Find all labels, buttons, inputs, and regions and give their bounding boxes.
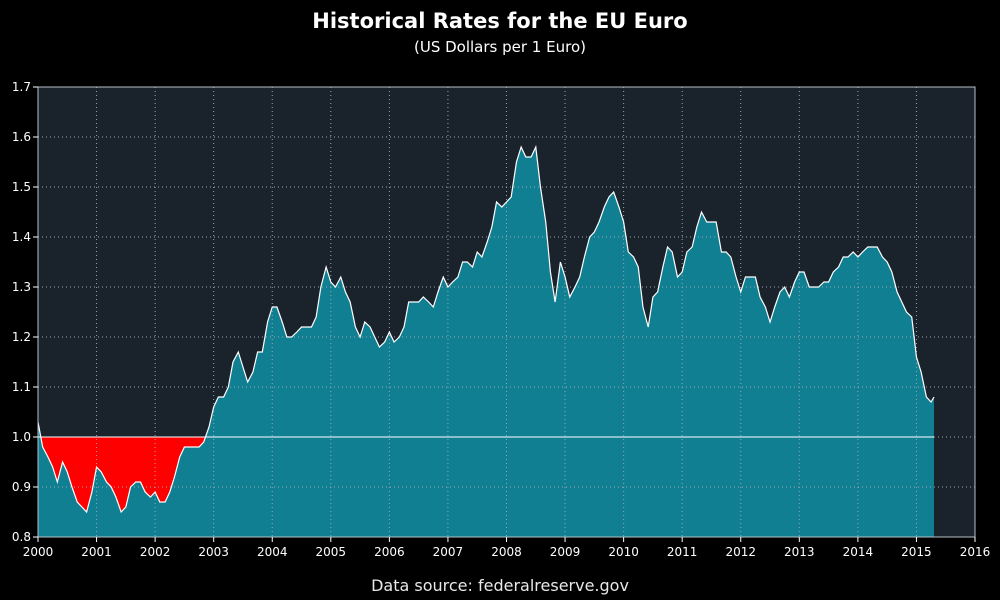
y-tick-label: 0.8	[12, 530, 31, 544]
x-tick-label: 2010	[608, 545, 639, 559]
x-tick-label: 2014	[843, 545, 874, 559]
x-tick-label: 2002	[140, 545, 171, 559]
area-fill	[38, 147, 935, 537]
y-tick-label: 0.9	[12, 480, 31, 494]
x-tick-label: 2011	[667, 545, 698, 559]
chart-title: Historical Rates for the EU Euro	[312, 9, 688, 33]
y-tick-label: 1.7	[12, 80, 31, 94]
x-tick-label: 2013	[784, 545, 815, 559]
data-source-note: Data source: federalreserve.gov	[371, 576, 629, 595]
x-tick-label: 2003	[198, 545, 229, 559]
x-tick-label: 2001	[81, 545, 112, 559]
y-tick-label: 1.5	[12, 180, 31, 194]
y-tick-label: 1.0	[12, 430, 31, 444]
x-tick-label: 2000	[23, 545, 54, 559]
below-parity-fill	[40, 437, 206, 512]
chart-subtitle: (US Dollars per 1 Euro)	[414, 38, 586, 56]
x-tick-label: 2016	[960, 545, 991, 559]
x-tick-label: 2012	[725, 545, 756, 559]
x-tick-label: 2009	[550, 545, 581, 559]
y-tick-label: 1.6	[12, 130, 31, 144]
x-tick-label: 2004	[257, 545, 288, 559]
y-tick-label: 1.2	[12, 330, 31, 344]
x-tick-label: 2005	[316, 545, 347, 559]
y-tick-label: 1.4	[12, 230, 31, 244]
y-tick-label: 1.3	[12, 280, 31, 294]
y-tick-label: 1.1	[12, 380, 31, 394]
series-line	[37, 144, 935, 514]
x-tick-label: 2007	[433, 545, 464, 559]
x-tick-label: 2006	[374, 545, 405, 559]
x-tick-label: 2015	[901, 545, 932, 559]
x-tick-label: 2008	[491, 545, 522, 559]
